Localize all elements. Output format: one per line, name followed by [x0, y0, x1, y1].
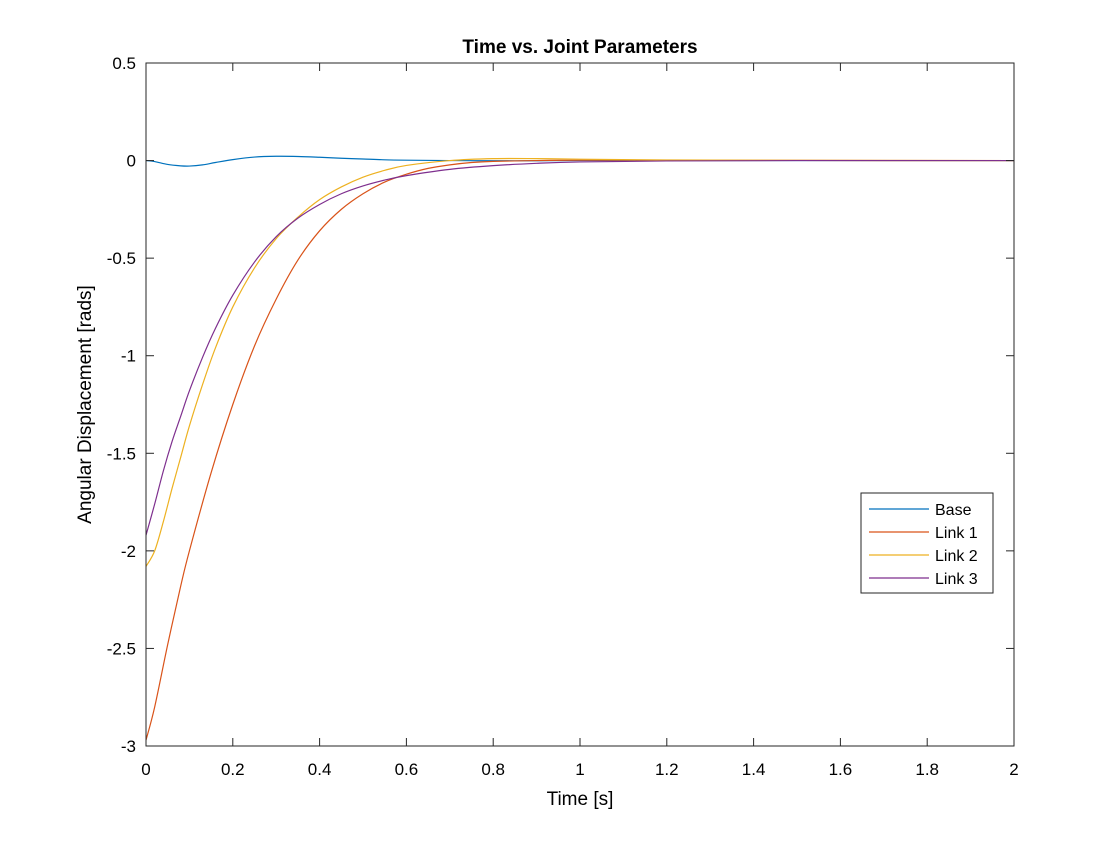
axes-layer: 0 0.2 0.4 0.6 0.8 1 1.2 1.4 1.6 1.8 2 -3 -2.5 -2 -1.5 -… — [107, 54, 1019, 779]
x-tick-label: 1 — [575, 760, 584, 779]
y-tick-label: 0.5 — [112, 54, 136, 73]
x-tick-label: 0.2 — [221, 760, 245, 779]
legend-entry-label: Link 2 — [935, 548, 978, 565]
x-tick-label: 1.6 — [829, 760, 853, 779]
y-tick-label: -2.5 — [107, 639, 136, 658]
x-tick-label: 1.4 — [742, 760, 766, 779]
y-tick-label: -3 — [121, 737, 136, 756]
x-tick-label: 0.6 — [395, 760, 419, 779]
x-tick-label: 0.8 — [481, 760, 505, 779]
chart-title: Time vs. Joint Parameters — [462, 37, 697, 58]
series-line-link-1 — [145, 159, 1015, 741]
legend: Base Link 1 Link 2 Link 3 — [860, 492, 994, 594]
x-tick-label: 1.2 — [655, 760, 679, 779]
series-layer — [145, 155, 1015, 741]
legend-entry-label: Base — [935, 502, 972, 519]
x-tick-label: 0.4 — [308, 760, 332, 779]
x-axis-label: Time [s] — [547, 789, 614, 810]
plot-area — [146, 63, 1014, 746]
legend-entry-label: Link 3 — [935, 571, 978, 588]
legend-box — [860, 492, 994, 594]
series-line-link-3 — [145, 159, 1015, 536]
legend-entry-label: Link 1 — [935, 525, 978, 542]
y-tick-label: 0 — [127, 152, 136, 171]
x-tick-label: 1.8 — [915, 760, 939, 779]
x-tick-label: 0 — [141, 760, 150, 779]
y-tick-label: -1.5 — [107, 444, 136, 463]
y-tick-label: -0.5 — [107, 249, 136, 268]
series-line-link-2 — [145, 157, 1015, 567]
y-tick-label: -1 — [121, 347, 136, 366]
y-axis-label: Angular Displacement [rads] — [75, 285, 96, 524]
y-tick-label: -2 — [121, 542, 136, 561]
x-tick-label: 2 — [1009, 760, 1018, 779]
